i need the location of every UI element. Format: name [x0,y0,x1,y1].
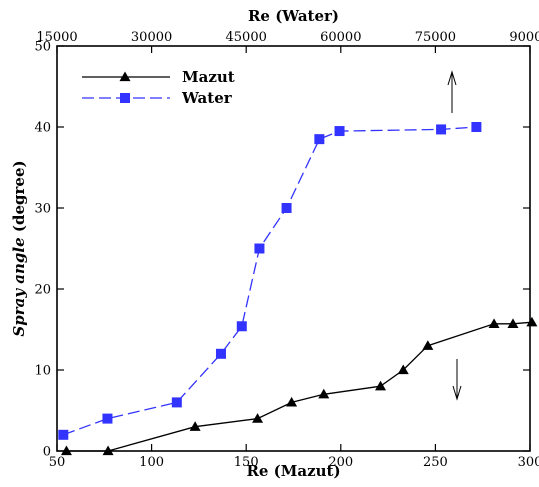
data-point-mazut [252,413,264,423]
legend-marker-water [120,93,130,103]
y-axis-title-part-1: Spray [10,284,28,337]
legend: Mazut Water [82,68,235,107]
data-point-mazut [286,396,298,407]
x-tick-label-bottom: 50 [49,455,66,470]
data-point-water [236,321,247,332]
x-tick-label-top: 15000 [36,30,77,45]
x-tick-label-bottom: 250 [423,455,448,470]
data-point-water [471,122,482,132]
y-tick-label: 20 [34,283,51,298]
data-point-water [171,397,182,408]
annotation-arrow-up-head [447,70,457,86]
data-point-water [436,124,447,135]
legend-label-water: Water [181,89,233,107]
y-tick-label: 40 [34,121,51,136]
x-tick-label-top: 75000 [415,30,456,45]
data-point-mazut [375,380,387,391]
data-point-mazut [189,421,201,431]
x-tick-label-bottom: 300 [518,455,539,470]
legend-label-mazut: Mazut [182,68,235,86]
y-tick-label: 10 [34,364,51,379]
data-point-mazut [526,316,538,327]
data-point-water [58,429,69,440]
data-point-water [254,243,265,254]
y-axis-title: Spray angle (degree) [10,160,28,336]
x-tick-label-top: 30000 [131,30,172,45]
data-point-water [281,203,292,213]
data-point-water [102,413,113,424]
y-tick-label: 50 [34,40,51,55]
series-line-mazut [66,321,532,452]
legend-marker-mazut [119,71,131,82]
series-line-water [63,126,477,436]
data-point-water [215,348,226,359]
x-axis-title-bottom: Re (Mazut) [246,462,340,480]
y-axis-title-part-3: (degree) [10,160,28,237]
annotation-layer [447,70,462,401]
data-point-mazut [507,318,519,328]
data-point-water [334,126,345,137]
y-tick-label: 0 [43,445,51,460]
x-tick-label-top: 45000 [226,30,267,45]
y-tick-label: 30 [34,202,51,217]
x-tick-label-top: 60000 [320,30,361,45]
data-point-mazut [488,318,500,328]
data-point-water [314,134,325,145]
data-point-mazut [318,388,330,399]
plot-frame [56,45,531,452]
x-axis-title-top: Re (Water) [248,7,339,25]
data-point-mazut [397,364,409,375]
annotation-arrow-down-head [452,385,462,401]
data-point-mazut [422,340,434,350]
x-tick-label-bottom: 100 [139,455,164,470]
y-axis-title-part-2: angle [10,237,28,283]
x-tick-label-bottom: 200 [328,455,353,470]
series-layer [58,122,538,456]
x-tick-label-bottom: 150 [234,455,259,470]
